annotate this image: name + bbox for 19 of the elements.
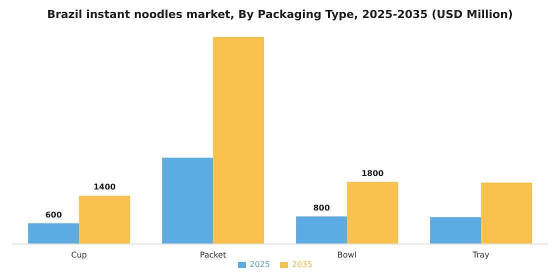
data-label: 600 <box>45 210 62 220</box>
chart-title: Brazil instant noodles market, By Packaging Type, 2025-2035 (USD Million) <box>46 8 514 21</box>
bar <box>481 182 532 244</box>
bar <box>296 216 348 244</box>
bar <box>347 182 398 244</box>
x-tick-label: Tray <box>472 250 490 260</box>
bar <box>28 223 80 244</box>
legend-label: 2035 <box>292 260 312 269</box>
data-label: 1400 <box>93 182 116 192</box>
data-label: 800 <box>313 203 330 212</box>
data-label: 1800 <box>361 168 384 178</box>
x-tick-label: Packet <box>200 250 226 260</box>
legend-label: 2025 <box>250 260 270 269</box>
x-tick-label: Bowl <box>337 250 357 260</box>
bar <box>213 37 264 244</box>
bar <box>430 217 482 244</box>
bar <box>162 158 214 244</box>
x-tick-label: Cup <box>71 250 87 260</box>
bar <box>79 196 130 244</box>
